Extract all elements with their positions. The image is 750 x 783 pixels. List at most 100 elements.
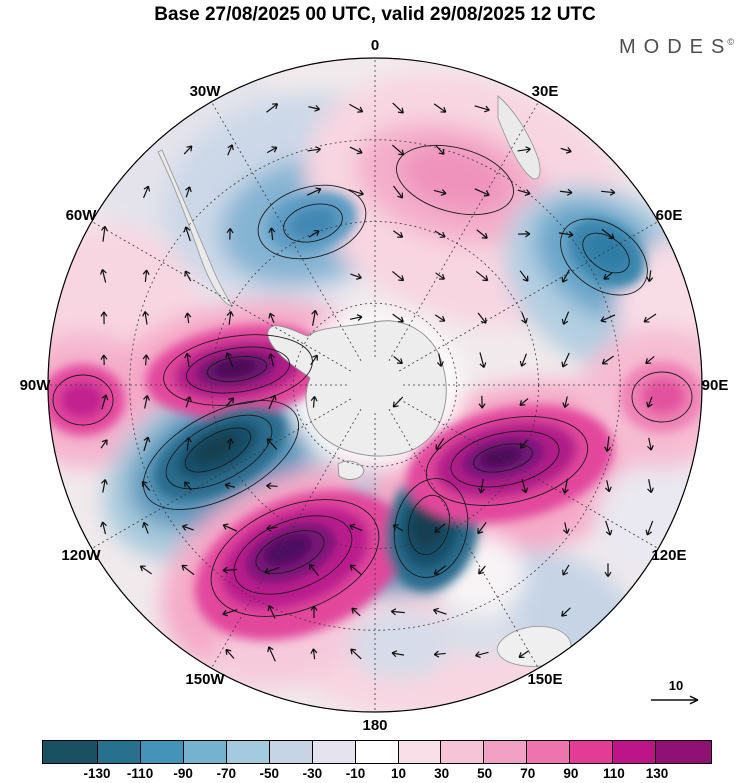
anomaly-core-blob [263,533,313,567]
wind-arrow [181,564,195,576]
anomaly-core-blob [641,378,685,414]
wind-arrow [601,355,614,365]
colorbar-cell [355,741,399,763]
graticule-layer [48,58,702,712]
wind-arrow [181,524,194,531]
wind-arrow [310,354,318,366]
wind-arrow [562,564,570,576]
colorbar-cell [140,741,184,763]
wind-arrow [561,352,570,368]
wind-arrow [266,438,278,450]
contour-ring [163,334,313,406]
wind-arrow [561,478,569,494]
anomaly-core-blob [192,431,240,465]
colorbar-cell [398,741,442,763]
anomaly-blob [350,610,450,680]
wind-reference-value: 10 [668,678,684,693]
longitude-label: 90E [702,377,729,394]
anomaly-core-blob [60,382,104,418]
wind-arrow [604,563,612,578]
wind-arrow [434,523,446,533]
wind-arrow [561,311,570,325]
colorbar-cell [97,741,141,763]
wind-arrow [307,146,321,154]
contour-ring [450,430,560,488]
colorbar-tick-label: 70 [520,766,536,781]
colorbar-cell [441,741,485,763]
wind-arrow [433,103,447,113]
wind-arrow [349,523,363,532]
colorbar-tick-label: -10 [345,766,366,781]
modes-logo-text: MODES [619,36,733,58]
contour-ring [396,144,514,216]
wind-arrow [142,185,151,199]
colorbar-cell [484,741,528,763]
colorbar: -130 -110 -90 -70 -50 -30 -10 10 30 50 70 90 110 130 [42,740,712,783]
longitude-label: 90W [20,377,52,394]
wind-arrow [477,312,487,324]
wind-arrow [184,270,192,282]
wind-arrows-layer [99,102,657,662]
wind-arrow [350,273,362,280]
contour-ring [473,443,533,473]
wind-reference-arrow-icon [651,695,699,705]
colorbar-cell [312,741,356,763]
wind-arrow [310,648,318,660]
longitude-label: 120E [651,547,686,564]
wind-arrow [604,436,612,452]
wind-arrow [475,651,489,659]
wind-arrow [100,354,108,366]
wind-arrow [267,646,276,662]
longitude-label: 60E [656,207,683,224]
coastline-layer [157,95,572,667]
wind-arrow [226,310,234,325]
wind-arrow [519,439,528,449]
colorbar-cell [183,741,227,763]
wind-arrow [478,478,485,494]
contour-ring [185,346,291,394]
wind-arrow [308,104,321,112]
colorbar-tick-label: 30 [434,766,450,781]
wind-arrow [142,521,149,534]
longitude-label: 120W [61,547,101,564]
wind-arrow [647,437,654,451]
contour-ring [425,416,589,506]
wind-arrow [226,228,234,240]
colorbar-cell [613,741,657,763]
latitude-circle [129,139,621,631]
wind-arrow [478,395,486,409]
wind-arrow [308,563,319,577]
wind-arrow [519,353,527,367]
wind-arrow [476,229,488,239]
antarctica-island [337,460,365,480]
wind-arrow [435,145,445,155]
wind-arrow [184,437,192,451]
wind-arrow [350,648,362,660]
contour-ring [408,494,450,556]
wind-arrow [605,520,613,536]
colorbar-tick-label: -30 [302,766,323,781]
wind-arrow [433,189,447,196]
wind-arrow [349,146,363,155]
wind-arrow [562,522,570,535]
africa-coastline [497,95,541,180]
wind-arrow [310,396,318,408]
colorbar-tick-label: 50 [477,766,493,781]
colorbar-tick-label: -110 [126,766,154,781]
wind-arrow [646,270,654,283]
wind-arrow [222,566,238,574]
colorbar-tick-label: -50 [259,766,280,781]
wind-arrow [517,146,531,154]
wind-arrow [225,648,235,659]
wind-arrow [226,397,235,407]
wind-arrow [349,314,363,321]
wind-arrow [143,436,151,452]
wind-arrow [224,482,236,490]
wind-arrow [391,144,405,156]
wind-arrow [434,314,446,322]
wind-arrow [474,105,490,113]
wind-arrow [348,189,364,197]
anomaly-core-blob [213,358,257,378]
wind-arrow [266,146,278,154]
wind-arrow [185,186,192,198]
